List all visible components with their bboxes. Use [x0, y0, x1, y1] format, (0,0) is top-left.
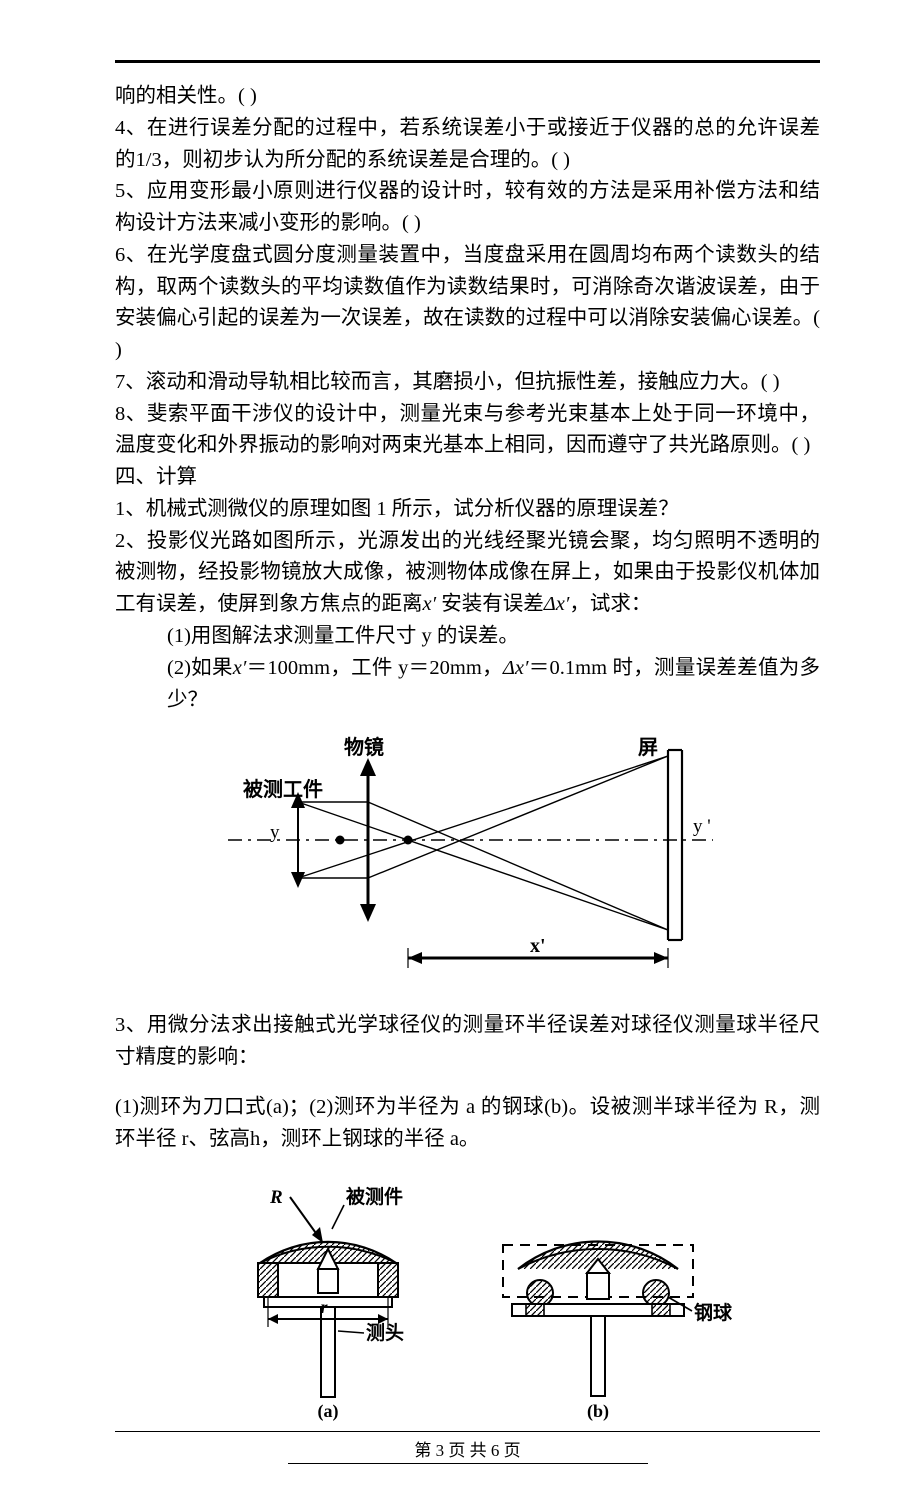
q5: 5、应用变形最小原则进行仪器的设计时，较有效的方法是采用补偿方法和结构设计方法来… [115, 176, 820, 240]
x-prime-symbol: x′ [423, 593, 437, 615]
calc-q2-mid: 安装有误差 [436, 593, 544, 615]
q4: 4、在进行误差分配的过程中，若系统误差小于或接近于仪器的总的允许误差的1/3，则… [115, 113, 820, 177]
dx-prime-symbol: Δx′ [544, 593, 570, 615]
calc-q2-sub1: (1)用图解法求测量工件尺寸 y 的误差。 [115, 621, 820, 653]
page-footer: 第 3 页 共 6 页 [115, 1431, 820, 1464]
calc-q1: 1、机械式测微仪的原理如图 1 所示，试分析仪器的原理误差？ [115, 494, 820, 526]
svg-text:x': x' [530, 935, 546, 957]
calc-q2-end: ，试求： [569, 593, 651, 615]
footer-rule [115, 1431, 820, 1432]
figure-spherometer-svg: R 被测件测头 r (a) 钢球 (b) [188, 1173, 748, 1423]
q3-tail: 响的相关性。( ) [115, 81, 820, 113]
svg-text:y ': y ' [693, 816, 711, 837]
footer-underline [288, 1463, 648, 1464]
svg-text:被测工件: 被测工件 [243, 777, 323, 801]
svg-text:(a): (a) [317, 1401, 338, 1422]
svg-text:(b): (b) [587, 1401, 609, 1422]
svg-text:R: R [269, 1187, 283, 1208]
calc-q2-sub2-a: (2)如果 [167, 657, 233, 679]
calc-q3: 3、用微分法求出接触式光学球径仪的测量环半径误差对球径仪测量球半径尺寸精度的影响… [115, 1010, 820, 1074]
svg-text:屏: 屏 [638, 737, 658, 759]
svg-text:r: r [320, 1297, 328, 1317]
figure-spherometer: R 被测件测头 r (a) 钢球 (b) [115, 1173, 820, 1423]
footer-text: 第 3 页 共 6 页 [115, 1436, 820, 1461]
svg-text:钢球: 钢球 [694, 1301, 733, 1324]
top-rule [115, 60, 820, 63]
section-4-heading: 四、计算 [115, 462, 820, 494]
q7: 7、滚动和滑动导轨相比较而言，其磨损小，但抗振性差，接触应力大。( ) [115, 367, 820, 399]
q6: 6、在光学度盘式圆分度测量装置中，当度盘采用在圆周均布两个读数头的结构，取两个读… [115, 240, 820, 367]
svg-text:y: y [270, 822, 280, 843]
q8: 8、斐索平面干涉仪的设计中，测量光束与参考光束基本上处于同一环境中，温度变化和外… [115, 399, 820, 463]
figure-projector-svg: 物镜 屏被测工件 y y ' x' [208, 730, 728, 990]
svg-text:物镜: 物镜 [344, 735, 384, 759]
calc-q2: 2、投影仪光路如图所示，光源发出的光线经聚光镜会聚，均匀照明不透明的被测物，经投… [115, 526, 820, 621]
svg-text:测头: 测头 [366, 1322, 404, 1344]
figure-projector: 物镜 屏被测工件 y y ' x' [115, 730, 820, 990]
calc-q2-sub2: (2)如果x′＝100mm，工件 y＝20mm，Δx′＝0.1mm 时，测量误差… [115, 653, 820, 717]
calc-q3-sub: (1)测环为刀口式(a)；(2)测环为半径为 a 的钢球(b)。设被测半球半径为… [115, 1092, 820, 1156]
x-prime-symbol-2: x′ [233, 657, 247, 679]
dx-prime-symbol-2: Δx′ [503, 657, 529, 679]
calc-q2-sub2-b: ＝100mm，工件 y＝20mm， [246, 657, 503, 679]
svg-text:被测件: 被测件 [346, 1185, 403, 1208]
